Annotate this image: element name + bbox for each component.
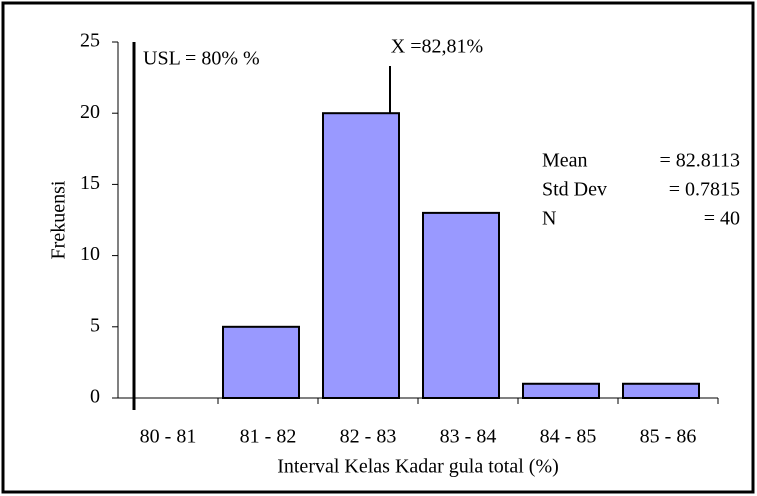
bar bbox=[422, 211, 500, 399]
mean-annotation: X =82,81% bbox=[391, 36, 483, 58]
x-axis-label: Interval Kelas Kadar gula total (%) bbox=[277, 456, 559, 478]
x-tick-label: 82 - 83 bbox=[340, 426, 397, 448]
y-tick-label: 0 bbox=[90, 386, 100, 408]
bar bbox=[322, 112, 400, 399]
y-tick-label: 15 bbox=[80, 172, 100, 194]
usl-annotation: USL = 80% % bbox=[143, 48, 260, 70]
stat-label: N bbox=[542, 208, 556, 230]
bar bbox=[222, 325, 300, 399]
stat-label: Std Dev bbox=[542, 179, 607, 201]
x-tick-label: 84 - 85 bbox=[540, 426, 597, 448]
y-tick-label: 25 bbox=[80, 30, 100, 52]
x-tick-label: 83 - 84 bbox=[440, 426, 497, 448]
y-tick-label: 20 bbox=[80, 101, 100, 123]
x-tick-label: 80 - 81 bbox=[140, 426, 197, 448]
stat-value: = 40 bbox=[704, 208, 740, 230]
bar bbox=[522, 382, 600, 400]
bar bbox=[622, 382, 700, 400]
x-tick-label: 85 - 86 bbox=[640, 426, 697, 448]
y-tick-label: 10 bbox=[80, 243, 100, 265]
stat-value: = 0.7815 bbox=[669, 179, 740, 201]
y-tick-label: 5 bbox=[90, 314, 100, 336]
x-tick-label: 81 - 82 bbox=[240, 426, 297, 448]
stat-label: Mean bbox=[542, 150, 588, 172]
y-axis-label: Frekuensi bbox=[48, 180, 70, 259]
stat-value: = 82.8113 bbox=[659, 150, 740, 172]
